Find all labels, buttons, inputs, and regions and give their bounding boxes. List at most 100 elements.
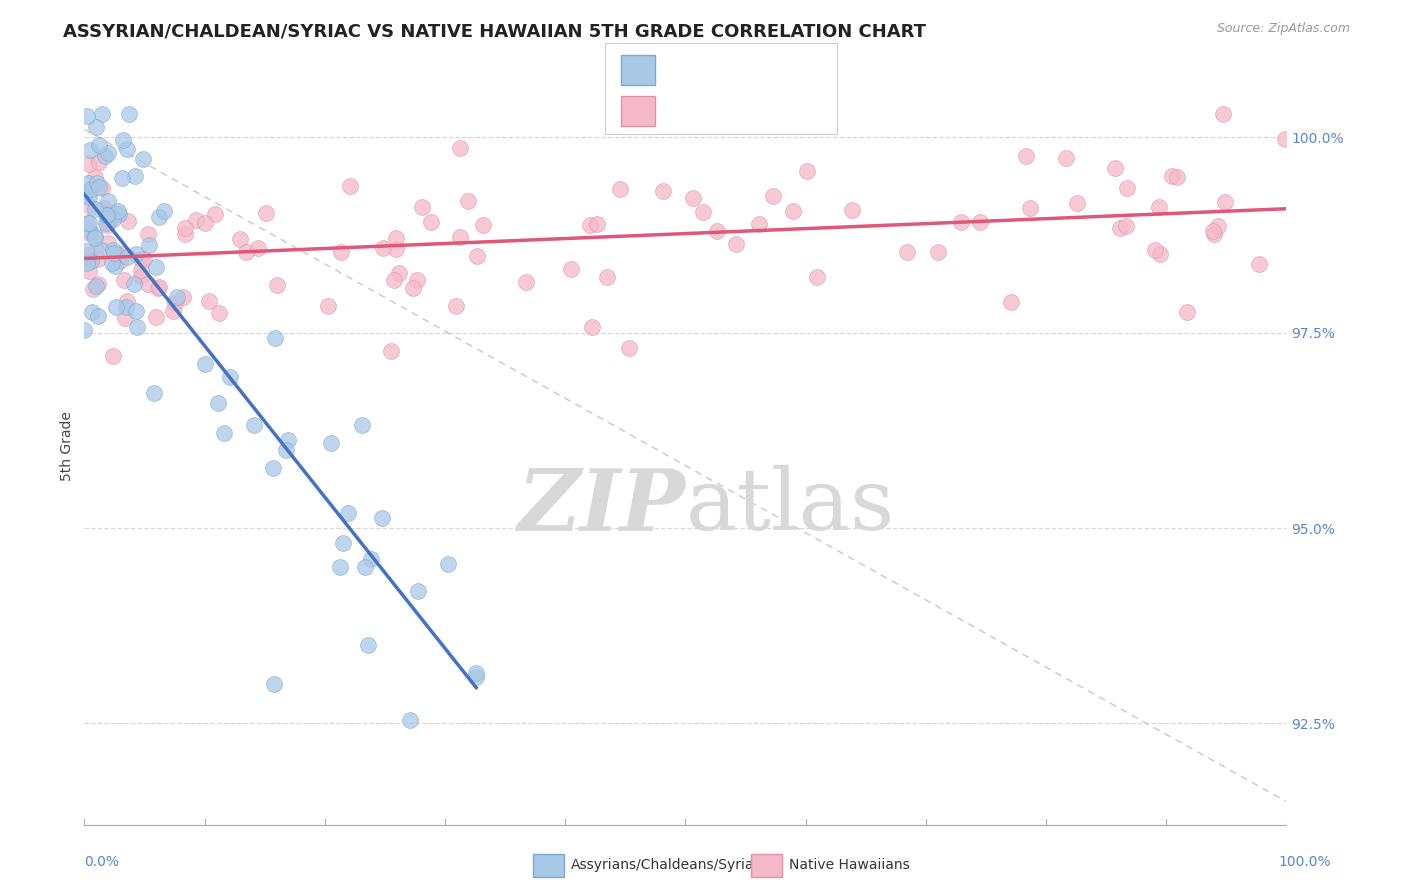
Point — [94, 149, 117, 163]
Point — [97, 235, 120, 250]
Point — [104, 207, 127, 221]
Point — [336, 506, 359, 520]
Point — [84, 231, 107, 245]
Point — [77, 264, 100, 278]
Point — [84, 202, 107, 216]
Point — [174, 227, 197, 241]
Point — [86, 252, 108, 266]
Point — [125, 303, 148, 318]
Point — [1274, 132, 1296, 146]
Point — [1015, 149, 1038, 163]
Point — [77, 176, 100, 190]
Point — [247, 241, 270, 255]
Point — [117, 214, 139, 228]
Point — [1213, 195, 1236, 210]
Point — [186, 213, 208, 227]
Text: ZIP: ZIP — [517, 465, 686, 549]
Point — [1201, 224, 1223, 238]
Point — [142, 386, 165, 401]
Point — [457, 194, 479, 209]
Point — [96, 208, 118, 222]
Point — [132, 152, 155, 166]
Point — [108, 254, 131, 268]
Point — [388, 267, 411, 281]
Point — [136, 227, 159, 241]
Text: 0.384: 0.384 — [699, 103, 759, 120]
Point — [264, 331, 287, 345]
Point — [927, 244, 949, 259]
Point — [79, 144, 101, 158]
Point — [586, 217, 609, 231]
Point — [76, 255, 98, 269]
Point — [118, 107, 141, 121]
Point — [652, 185, 675, 199]
Point — [329, 560, 352, 574]
Point — [437, 557, 460, 571]
Point — [138, 238, 160, 252]
Point — [84, 243, 107, 257]
Text: Source: ZipAtlas.com: Source: ZipAtlas.com — [1216, 22, 1350, 36]
Point — [115, 293, 138, 308]
Point — [80, 200, 103, 214]
Point — [464, 666, 486, 681]
Point — [125, 247, 148, 261]
Point — [406, 583, 429, 598]
Point — [350, 417, 373, 432]
Point — [449, 141, 471, 155]
Point — [129, 252, 152, 266]
Point — [79, 224, 101, 238]
Point — [145, 260, 167, 274]
Point — [263, 677, 285, 691]
Point — [93, 201, 115, 215]
Point — [98, 215, 121, 229]
Point — [107, 204, 129, 219]
Point — [560, 261, 582, 276]
Point — [194, 357, 217, 371]
Point — [841, 203, 863, 218]
Point — [194, 216, 217, 230]
Point — [896, 244, 918, 259]
Point — [382, 273, 405, 287]
Point — [131, 263, 153, 277]
Point — [254, 205, 277, 219]
Point — [692, 205, 714, 219]
Point — [472, 218, 495, 232]
Point — [117, 142, 139, 156]
Point — [89, 180, 111, 194]
Point — [1116, 181, 1139, 195]
Point — [84, 170, 107, 185]
Text: 81: 81 — [799, 62, 828, 79]
Point — [87, 138, 110, 153]
Point — [198, 294, 221, 309]
Point — [402, 281, 425, 295]
Point — [1160, 169, 1182, 184]
Point — [94, 208, 117, 222]
Point — [86, 176, 108, 190]
Point — [682, 190, 704, 204]
Point — [420, 214, 443, 228]
Point — [465, 670, 488, 684]
Point — [111, 170, 134, 185]
Point — [108, 207, 131, 221]
Point — [76, 216, 98, 230]
Point — [406, 273, 429, 287]
Point — [77, 190, 100, 204]
Point — [1202, 227, 1225, 241]
Point — [360, 551, 382, 566]
Point — [316, 299, 339, 313]
Point — [94, 216, 117, 230]
Point — [173, 221, 195, 235]
Point — [1247, 257, 1270, 271]
Point — [163, 296, 186, 310]
Point — [87, 309, 110, 323]
Point — [138, 277, 160, 292]
Point — [357, 638, 380, 652]
Point — [262, 460, 284, 475]
Text: ASSYRIAN/CHALDEAN/SYRIAC VS NATIVE HAWAIIAN 5TH GRADE CORRELATION CHART: ASSYRIAN/CHALDEAN/SYRIAC VS NATIVE HAWAI… — [63, 22, 927, 40]
Text: 0.0%: 0.0% — [84, 855, 118, 869]
Point — [204, 206, 226, 220]
Point — [114, 311, 136, 326]
Point — [371, 510, 394, 524]
Point — [127, 320, 149, 334]
Point — [90, 181, 112, 195]
